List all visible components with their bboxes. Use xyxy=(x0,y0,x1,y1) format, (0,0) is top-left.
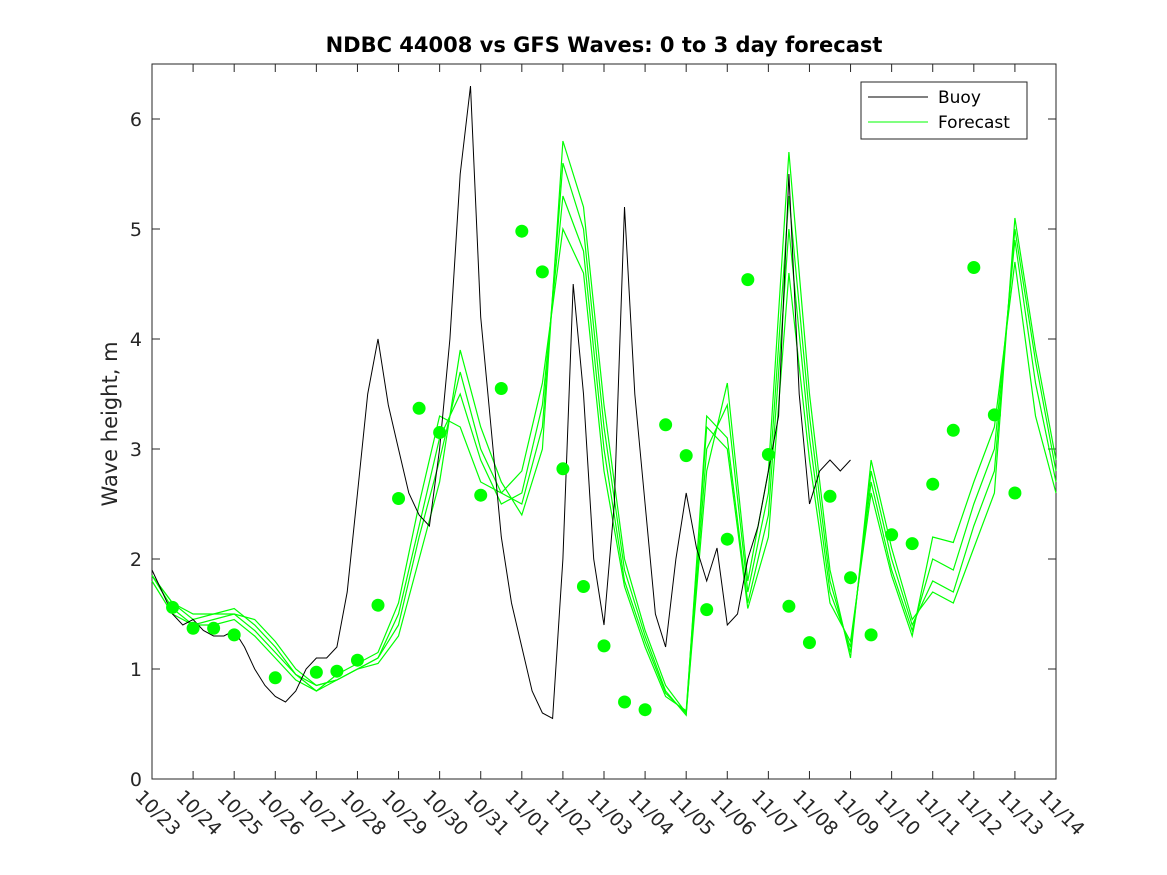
y-tick-label: 3 xyxy=(130,439,142,461)
forecast-marker xyxy=(556,462,570,476)
x-tick-label: 11/06 xyxy=(706,786,760,840)
x-tick-label: 10/24 xyxy=(172,786,226,840)
forecast-marker xyxy=(782,599,796,613)
forecast-marker xyxy=(166,600,180,614)
forecast-marker xyxy=(309,665,323,679)
forecast-marker xyxy=(946,423,960,437)
forecast-line xyxy=(151,226,1057,712)
forecast-marker xyxy=(864,628,878,642)
x-tick-label: 11/02 xyxy=(541,786,595,840)
buoy-line xyxy=(151,85,851,720)
forecast-marker xyxy=(618,695,632,709)
x-tick-label: 11/03 xyxy=(582,786,636,840)
forecast-marker xyxy=(905,537,919,551)
x-tick-label: 11/10 xyxy=(870,786,924,840)
forecast-marker xyxy=(227,628,241,642)
x-tick-label: 10/23 xyxy=(130,786,184,840)
forecast-marker xyxy=(823,489,837,503)
legend-buoy-label: Buoy xyxy=(938,88,981,108)
forecast-marker xyxy=(1008,486,1022,500)
y-axis-label: Wave height, m xyxy=(98,341,122,506)
x-tick-label: 10/28 xyxy=(336,786,390,840)
forecast-line xyxy=(151,195,1057,715)
forecast-marker xyxy=(576,580,590,593)
forecast-marker xyxy=(186,621,200,635)
forecast-marker xyxy=(700,603,714,617)
x-tick-label: 11/09 xyxy=(829,786,883,840)
y-tick-label: 4 xyxy=(130,329,142,351)
chart-title: NDBC 44008 vs GFS Waves: 0 to 3 day fore… xyxy=(326,33,883,57)
forecast-marker xyxy=(802,636,816,650)
forecast-marker xyxy=(535,265,549,279)
y-tick-label: 1 xyxy=(130,659,142,681)
x-tick-label: 11/13 xyxy=(993,786,1047,840)
x-tick-label: 11/01 xyxy=(500,786,554,840)
forecast-marker xyxy=(597,639,611,653)
forecast-marker xyxy=(741,273,755,287)
x-tick-label: 10/30 xyxy=(418,786,472,840)
legend-forecast-label: Forecast xyxy=(938,113,1010,133)
y-tick-label: 0 xyxy=(130,769,142,791)
x-tick-label: 10/27 xyxy=(295,786,349,840)
forecast-marker xyxy=(371,598,385,612)
x-tick-label: 10/25 xyxy=(213,786,267,840)
forecast-marker xyxy=(474,488,488,502)
x-tick-label: 10/29 xyxy=(377,786,431,840)
legend: Buoy Forecast xyxy=(860,81,1028,140)
buoy-series xyxy=(151,85,851,720)
forecast-marker xyxy=(885,528,899,542)
x-tick-label: 11/08 xyxy=(788,786,842,840)
forecast-line xyxy=(151,140,1057,715)
legend-box xyxy=(860,81,1028,140)
forecast-marker xyxy=(433,426,447,439)
x-tick-label: 10/26 xyxy=(254,786,308,840)
y-axis: 0 1 2 3 4 5 6 xyxy=(130,109,1056,791)
forecast-marker xyxy=(967,261,981,274)
y-tick-label: 6 xyxy=(130,109,142,131)
forecast-marker xyxy=(659,418,673,432)
forecast-marker xyxy=(720,532,734,546)
forecast-marker xyxy=(494,382,508,395)
forecast-marker xyxy=(926,477,940,491)
x-tick-label: 11/11 xyxy=(911,786,965,840)
forecast-marker xyxy=(330,664,344,678)
forecast-series xyxy=(151,140,1057,717)
forecast-marker xyxy=(844,571,858,585)
forecast-marker xyxy=(268,671,282,685)
forecast-marker xyxy=(392,492,406,505)
x-tick-label: 11/07 xyxy=(747,786,801,840)
forecast-marker xyxy=(207,621,221,635)
y-tick-label: 2 xyxy=(130,549,142,571)
x-tick-label: 11/12 xyxy=(952,786,1006,840)
y-tick-label: 5 xyxy=(130,219,142,241)
forecast-marker xyxy=(761,448,775,461)
x-tick-label: 11/14 xyxy=(1034,786,1088,840)
forecast-marker xyxy=(350,653,364,667)
x-tick-label: 11/04 xyxy=(624,786,678,840)
forecast-marker xyxy=(987,408,1001,422)
x-tick-label: 10/31 xyxy=(459,786,513,840)
forecast-markers xyxy=(166,224,1022,717)
x-tick-label: 11/05 xyxy=(665,786,719,840)
forecast-line xyxy=(151,162,1057,717)
forecast-marker xyxy=(515,224,529,238)
forecast-marker xyxy=(638,703,652,717)
forecast-marker xyxy=(412,401,426,415)
forecast-marker xyxy=(679,449,693,463)
